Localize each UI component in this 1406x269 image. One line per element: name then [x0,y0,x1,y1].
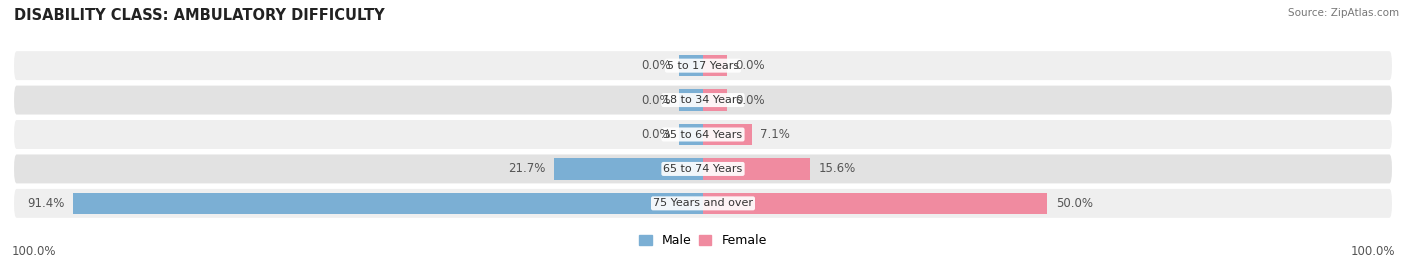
Text: 50.0%: 50.0% [1056,197,1092,210]
Bar [679,89,703,111]
Text: 75 Years and over: 75 Years and over [652,198,754,208]
Text: 0.0%: 0.0% [735,59,765,72]
Text: 0.0%: 0.0% [641,59,671,72]
Text: 0.0%: 0.0% [641,128,671,141]
Text: Source: ZipAtlas.com: Source: ZipAtlas.com [1288,8,1399,18]
Text: 0.0%: 0.0% [735,94,765,107]
Text: 21.7%: 21.7% [508,162,546,175]
Text: 65 to 74 Years: 65 to 74 Years [664,164,742,174]
Bar [703,193,1047,214]
Bar [554,158,703,180]
Text: 7.1%: 7.1% [761,128,790,141]
FancyBboxPatch shape [14,189,1392,218]
FancyBboxPatch shape [14,86,1392,115]
Bar [703,89,727,111]
Legend: Male, Female: Male, Female [634,229,772,252]
Text: 15.6%: 15.6% [818,162,856,175]
FancyBboxPatch shape [14,154,1392,183]
Text: 100.0%: 100.0% [11,245,56,258]
Text: DISABILITY CLASS: AMBULATORY DIFFICULTY: DISABILITY CLASS: AMBULATORY DIFFICULTY [14,8,385,23]
Text: 35 to 64 Years: 35 to 64 Years [664,129,742,140]
Bar [703,55,727,76]
Text: 0.0%: 0.0% [641,94,671,107]
Text: 100.0%: 100.0% [1350,245,1395,258]
Text: 5 to 17 Years: 5 to 17 Years [666,61,740,71]
Bar [703,158,810,180]
Text: 18 to 34 Years: 18 to 34 Years [664,95,742,105]
FancyBboxPatch shape [14,51,1392,80]
Text: 91.4%: 91.4% [28,197,65,210]
FancyBboxPatch shape [14,120,1392,149]
Bar [679,124,703,145]
Bar [73,193,703,214]
Bar [679,55,703,76]
Bar [703,124,752,145]
